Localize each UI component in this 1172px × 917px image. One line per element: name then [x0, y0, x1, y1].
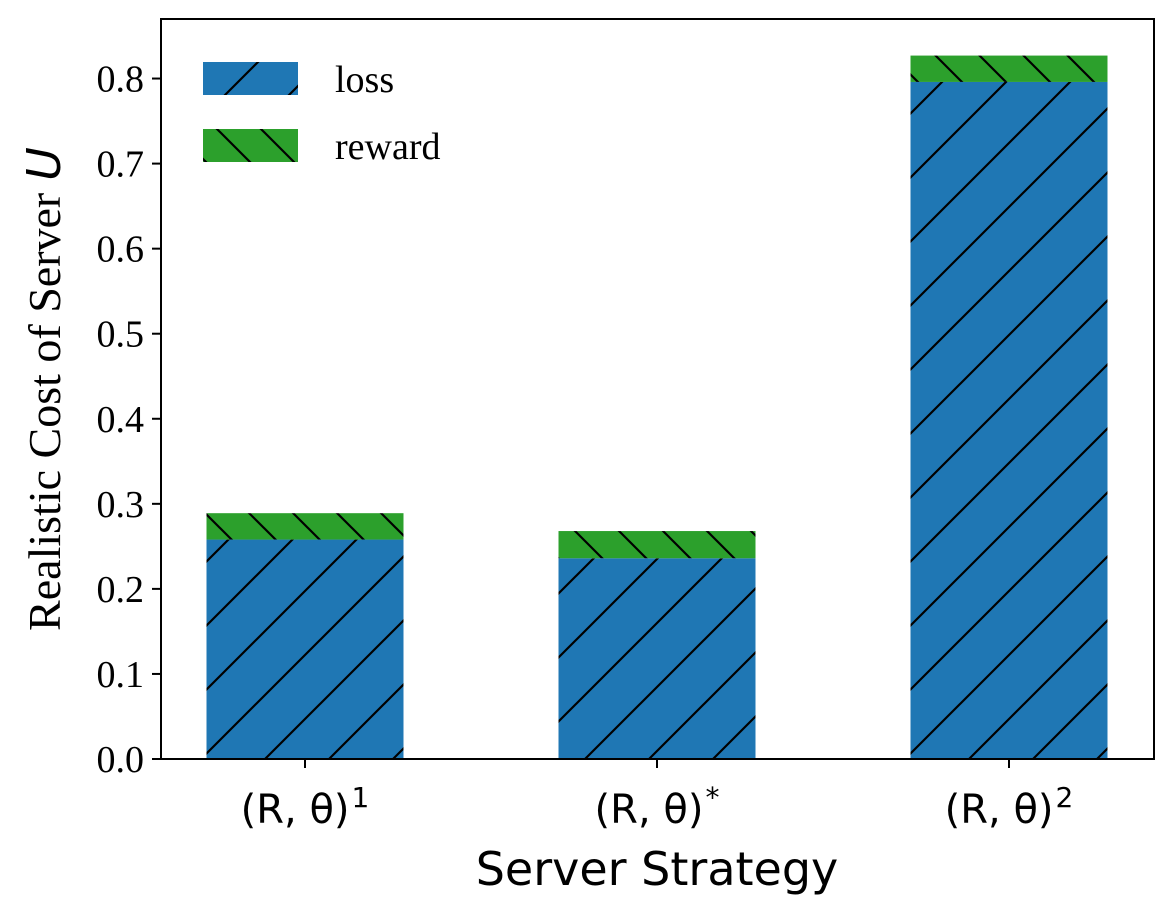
- y-axis-label: Realistic Cost of Server U: [17, 147, 71, 631]
- bar-loss-3: [910, 81, 1108, 760]
- y-tick-label: 0.0: [97, 739, 145, 781]
- legend-swatch-loss: [203, 62, 298, 95]
- y-axis-label-symbol: U: [17, 147, 71, 181]
- y-axis: 0.0 0.1 0.2 0.3 0.4 0.5 0.6 0.7 0.8: [97, 59, 161, 781]
- y-tick-label: 0.8: [97, 59, 145, 101]
- x-axis-label: Server Strategy: [476, 842, 839, 896]
- legend: loss reward: [203, 59, 440, 168]
- bar-loss-1: [206, 539, 404, 759]
- legend-label-loss: loss: [335, 59, 394, 101]
- y-tick-label: 0.6: [97, 229, 145, 271]
- bar-reward-3: [910, 55, 1108, 82]
- y-axis-label-text: Realistic Cost of Server: [19, 193, 70, 631]
- y-tick-label: 0.4: [97, 399, 145, 441]
- x-tick-label: (R, θ)2: [945, 781, 1074, 833]
- legend-swatch-reward: [203, 129, 298, 162]
- bar-reward-1: [206, 513, 404, 540]
- y-tick-label: 0.7: [97, 144, 145, 186]
- y-tick-label: 0.5: [97, 314, 145, 356]
- bar-loss-2: [558, 558, 756, 759]
- y-tick-label: 0.1: [97, 654, 145, 696]
- y-tick-label: 0.2: [97, 569, 145, 611]
- x-axis: (R, θ)1 (R, θ)* (R, θ)2: [241, 759, 1074, 833]
- bars-group: [206, 55, 1108, 760]
- y-tick-label: 0.3: [97, 484, 145, 526]
- legend-label-reward: reward: [335, 126, 440, 168]
- svg-text:Realistic Cost of ServerU: Realistic Cost of Server U: [17, 147, 71, 631]
- x-tick-label: (R, θ)*: [595, 781, 720, 833]
- bar-reward-2: [558, 531, 756, 559]
- x-tick-label: (R, θ)1: [241, 781, 370, 833]
